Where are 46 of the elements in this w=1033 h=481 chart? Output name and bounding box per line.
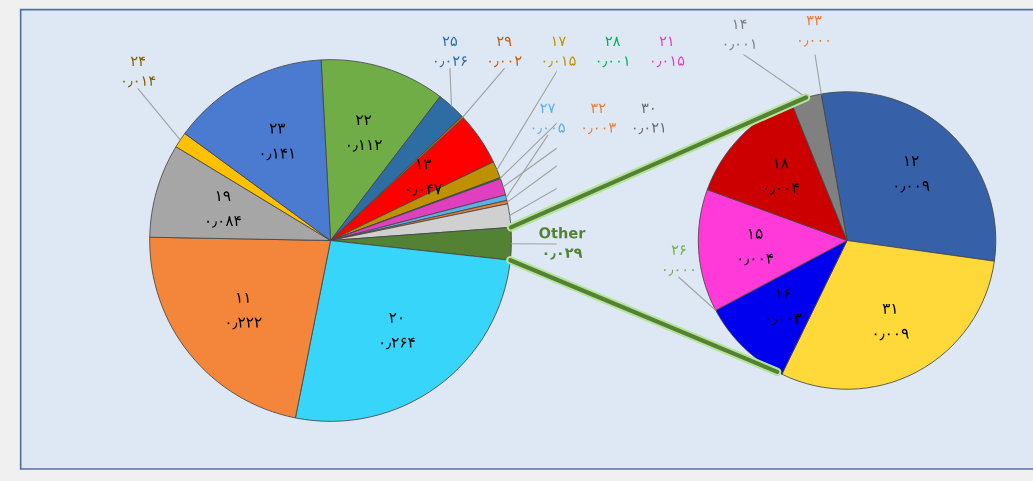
slice-label: ۳۰	[641, 103, 654, 113]
slice-label: ۱۷	[552, 36, 566, 46]
data-label: ۰٫۰۸۴	[207, 216, 241, 228]
data-label: ۰٫۰۰۹	[895, 181, 930, 193]
slice-label: ۱۴	[733, 19, 747, 30]
data-label: ۰٫۰۰۱	[724, 39, 755, 51]
slice-label: ۱۵	[748, 228, 763, 239]
data-label: ۰٫۲۲۲	[227, 317, 262, 330]
data-label: ۰٫۰۰۹	[874, 328, 909, 341]
slice-label: ۳۲	[590, 103, 606, 113]
slice-label: ۱۸	[774, 158, 789, 169]
slice-label: ۱۶	[776, 288, 790, 299]
slice-label: ۲۹	[496, 36, 512, 46]
category-label: ۲۶	[671, 245, 686, 255]
slice-label: ۱۲	[904, 156, 919, 166]
text: ۰٫۰۰۰	[664, 269, 694, 276]
slice-label: ۲۷	[540, 103, 555, 113]
slice-label: ۲۳	[269, 123, 286, 134]
slice-label: Other	[539, 227, 586, 239]
data-label: ۰٫۰۱۵	[543, 56, 576, 68]
data-label: ۰٫۰۰۴	[765, 183, 799, 195]
data-label: ۰٫۰۰۲	[489, 56, 522, 68]
data-label: ۰٫۰۰۱	[597, 56, 628, 68]
slice-label: ۱۹	[216, 191, 231, 202]
slice-label: ۲۱	[659, 36, 672, 46]
slice-label: ۲۵	[442, 36, 457, 47]
data-label: ۰٫۱۱۲	[347, 140, 382, 152]
text: ۰٫۰۰۰	[799, 40, 829, 47]
slice-label: ۲۴	[130, 56, 145, 67]
slice-label: ۲۸	[605, 36, 621, 46]
data-label: ۰٫۲۶۴	[381, 337, 415, 350]
data-label: ۰٫۰۰۳	[767, 313, 802, 326]
slice-label: ۳۱	[882, 303, 896, 314]
data-label: ۰٫۰۰۳	[583, 123, 616, 135]
category-label: ۳۳	[806, 16, 822, 26]
slice-label: ۲۰	[389, 312, 402, 323]
data-label: ۰٫۰۱۵	[652, 56, 685, 68]
slice-label: ۱۱	[237, 292, 249, 303]
slice-label: ۱۳	[417, 159, 432, 170]
data-label: ۰٫۰۲۶	[435, 56, 467, 68]
slice-label: ۲۲	[356, 115, 372, 126]
data-label: ۰٫۰۲۹	[544, 248, 583, 260]
data-label: ۰٫۰۰۴	[739, 253, 773, 266]
data-label: ۰٫۰۱۴	[123, 76, 156, 88]
data-label: ۰٫۱۴۱	[261, 148, 294, 161]
data-label: ۰٫۰۲۱	[633, 123, 665, 135]
